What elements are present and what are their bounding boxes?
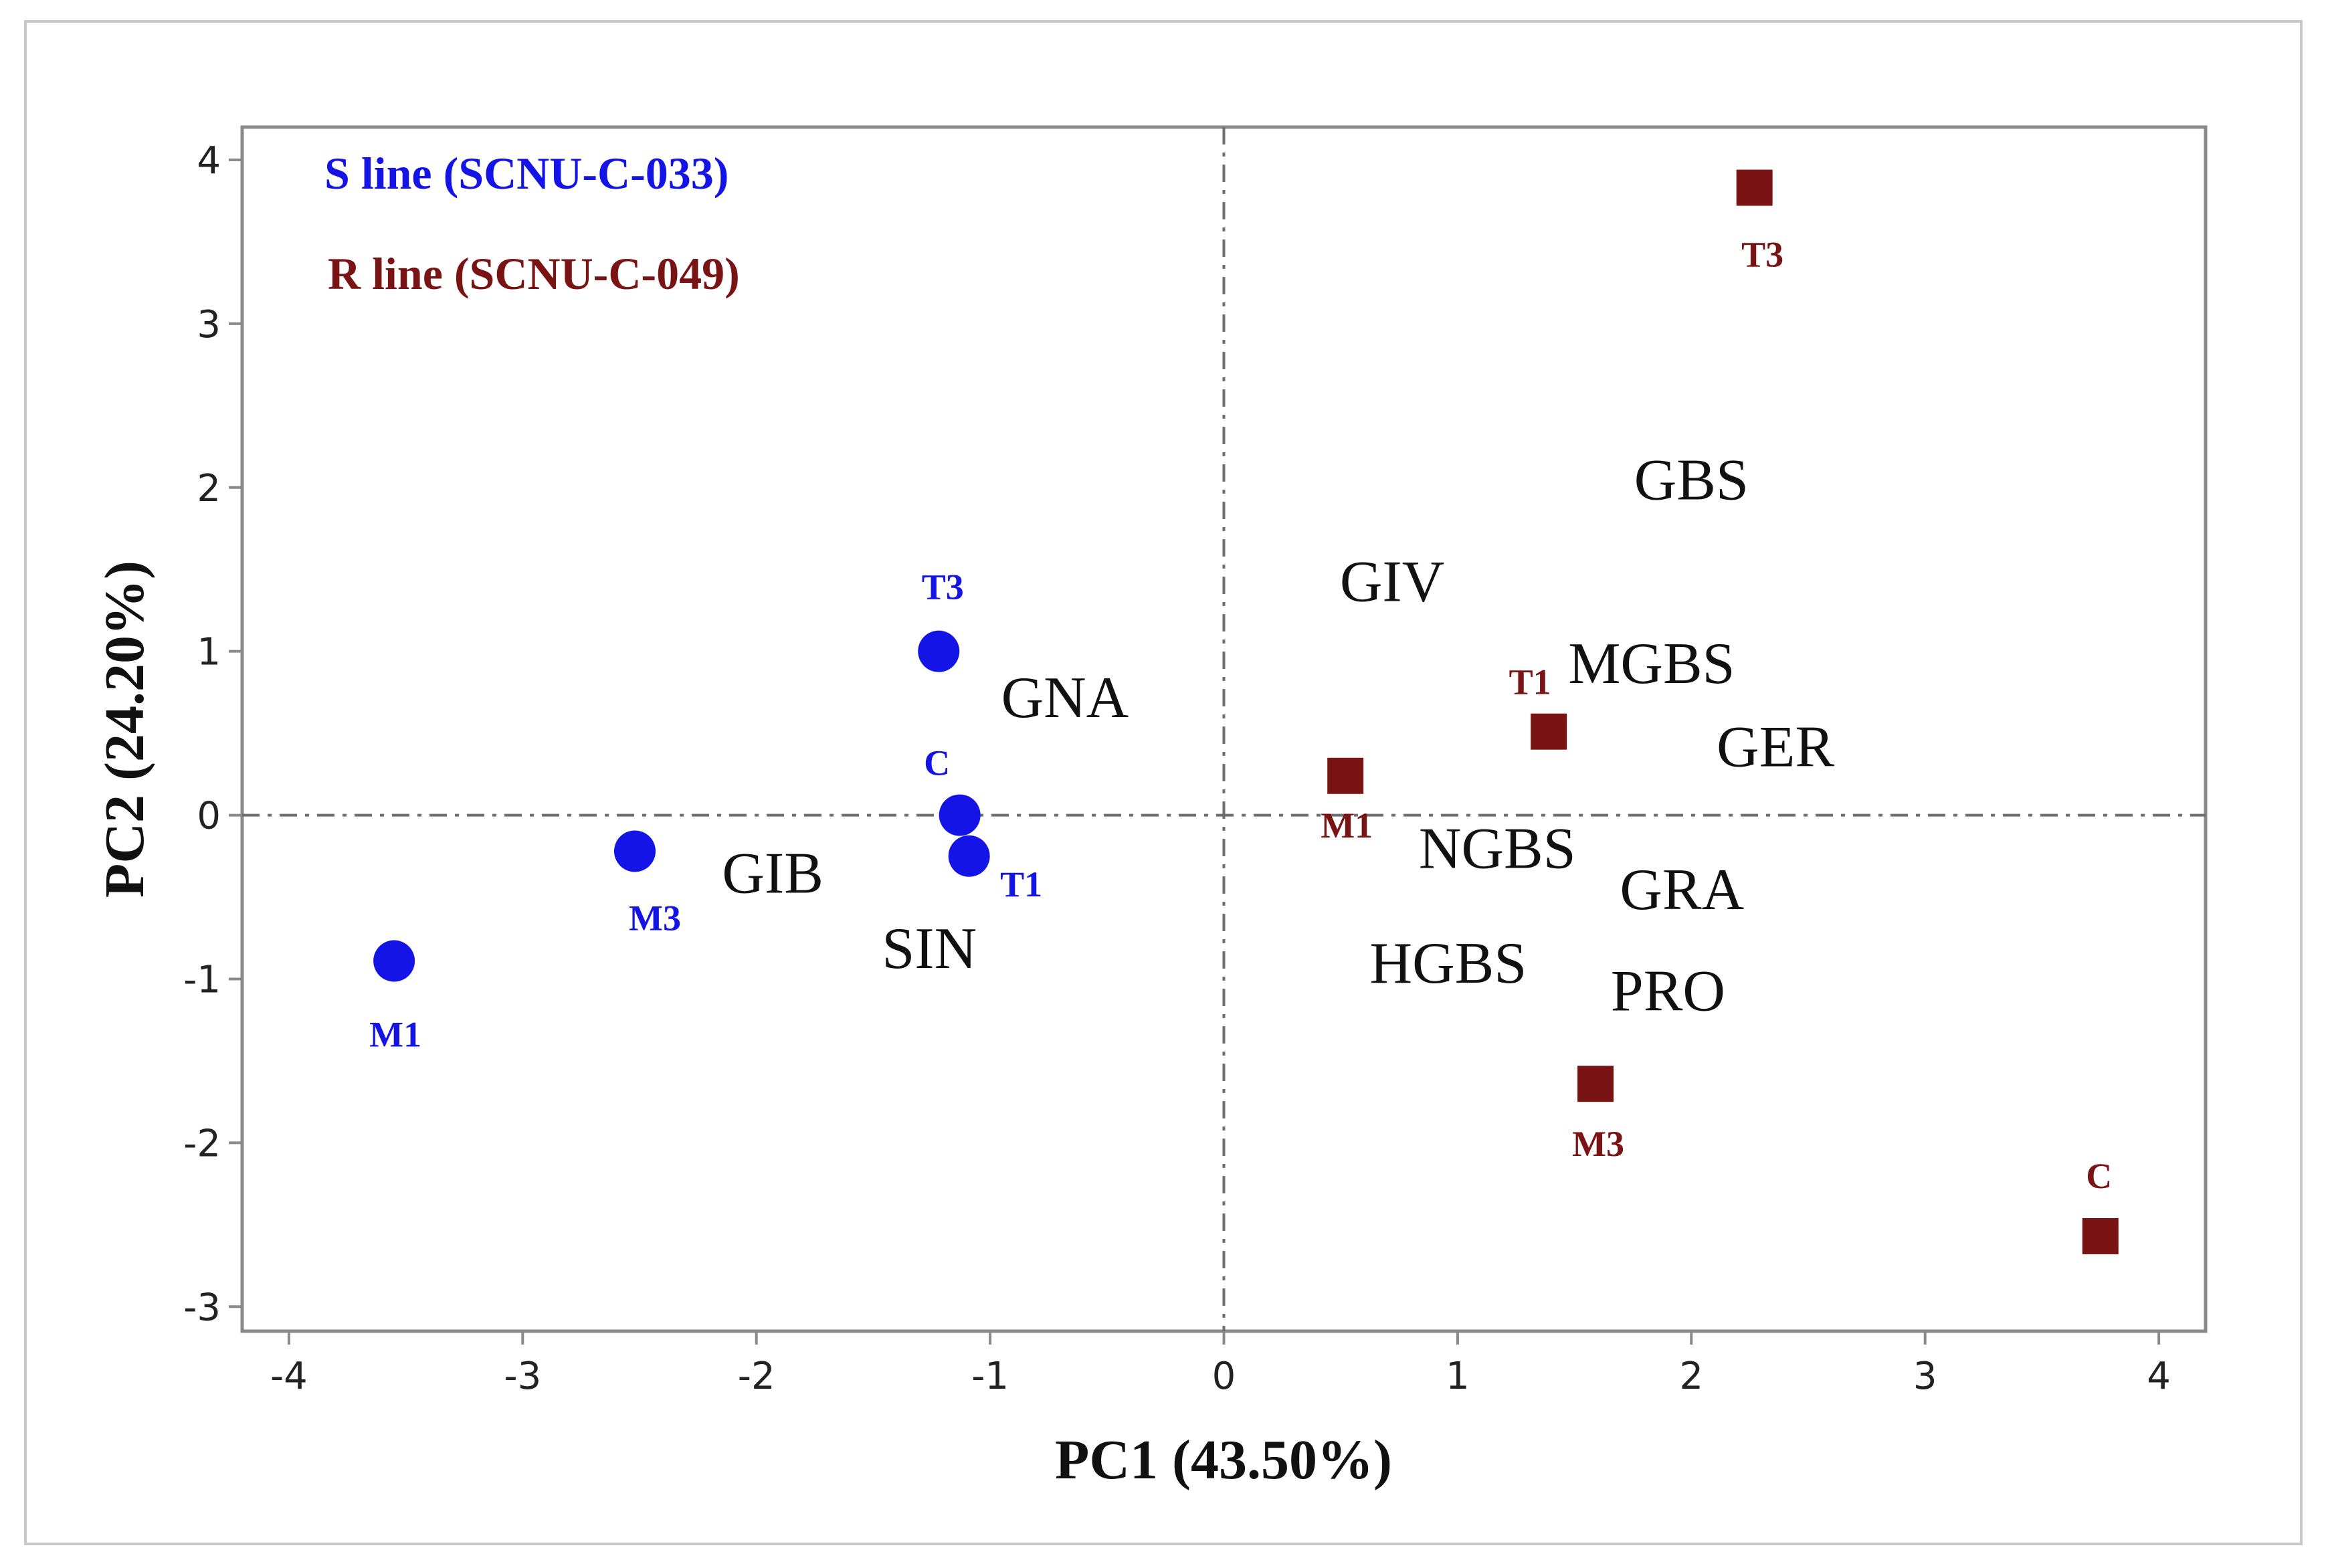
variable-labels: GBS GIV MGBS GER GNA NGBS GRA GIB SIN HGBS PRO (722, 448, 1834, 1024)
variable-label: SIN (882, 916, 977, 981)
data-point-square (1577, 1066, 1614, 1102)
variable-label: GER (1717, 715, 1834, 780)
data-point-square (2082, 1217, 2119, 1254)
data-point-circle (939, 794, 981, 836)
x-tick-label: 4 (2147, 1355, 2171, 1398)
x-tick-label: -2 (738, 1355, 775, 1398)
x-tick-label: 2 (1679, 1355, 1703, 1398)
data-point-label: M1 (369, 1015, 421, 1055)
chart-frame (24, 20, 2303, 1545)
y-tick-label: -2 (183, 1122, 221, 1165)
y-tick-label: -3 (183, 1286, 221, 1329)
variable-label: HGBS (1370, 931, 1527, 996)
x-tick-label: 0 (1212, 1355, 1236, 1398)
x-tick-label: -4 (270, 1355, 308, 1398)
variable-label: GIB (722, 841, 823, 906)
data-point-label: C (2086, 1156, 2112, 1196)
x-axis-title: PC1 (43.50%) (1055, 1429, 1392, 1491)
data-point-label: T3 (922, 567, 964, 607)
data-point-circle (373, 940, 415, 982)
x-tick-label: -1 (971, 1355, 1009, 1398)
data-point-label: M3 (629, 898, 681, 938)
data-point-label: T1 (1509, 662, 1551, 702)
y-axis-ticks: -3 -2 -1 0 1 2 3 4 (183, 139, 242, 1329)
x-tick-label: -3 (504, 1355, 541, 1398)
data-point-label: M1 (1321, 805, 1373, 846)
variable-label: NGBS (1419, 817, 1576, 882)
data-point-circle (918, 630, 960, 672)
legend-entry: R line (SCNU-C-049) (328, 248, 740, 299)
legend: S line (SCNU-C-033) R line (SCNU-C-049) (324, 148, 740, 299)
variable-label: GBS (1634, 448, 1749, 513)
y-tick-label: 0 (197, 795, 221, 838)
variable-label: GNA (1001, 666, 1129, 730)
data-point-label: T3 (1741, 235, 1783, 275)
data-point-label: M3 (1572, 1124, 1624, 1164)
y-tick-label: 2 (197, 467, 221, 510)
y-tick-label: -1 (183, 958, 221, 1001)
variable-label: MGBS (1568, 631, 1735, 696)
reference-lines (242, 127, 2206, 1331)
data-point-label: C (924, 743, 950, 783)
variable-label: GIV (1340, 549, 1444, 614)
variable-label: GRA (1620, 858, 1744, 922)
legend-entry: S line (SCNU-C-033) (324, 148, 729, 199)
data-point-circle (614, 830, 656, 872)
data-point-square (1531, 713, 1567, 750)
data-points: T3 C T1 M3 M1 T3 T1 M1 M3 C (369, 169, 2119, 1254)
data-point-square (1736, 169, 1773, 206)
y-tick-label: 3 (197, 303, 221, 347)
y-tick-label: 4 (197, 139, 221, 183)
y-axis-title: PC2 (24.20%) (94, 561, 156, 898)
data-point-label: T1 (1000, 864, 1042, 904)
x-axis-ticks: -4 -3 -2 -1 0 1 2 3 4 (270, 1331, 2171, 1398)
x-tick-label: 1 (1446, 1355, 1470, 1398)
y-tick-label: 1 (197, 631, 221, 674)
data-point-circle (948, 835, 990, 877)
x-tick-label: 3 (1913, 1355, 1937, 1398)
variable-label: PRO (1611, 959, 1725, 1024)
data-point-square (1327, 757, 1364, 794)
